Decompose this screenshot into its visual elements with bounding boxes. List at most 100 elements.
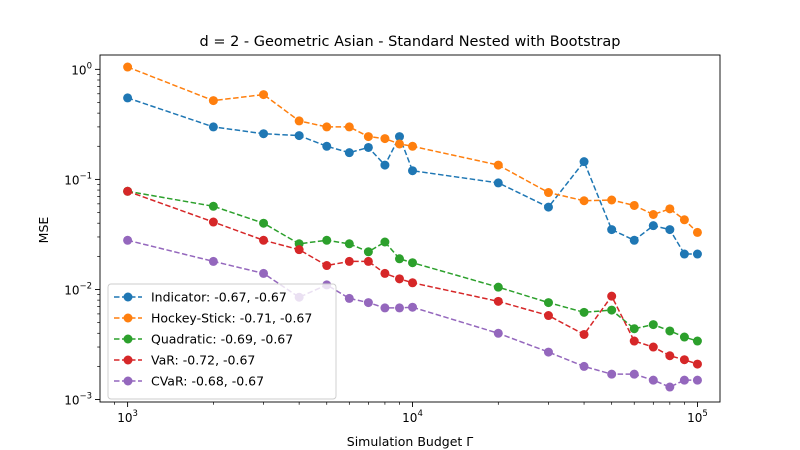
y-tick-label-0: 10−3	[64, 392, 92, 408]
data-point-2-16	[665, 326, 675, 336]
data-point-2-15	[648, 320, 658, 330]
data-point-1-16	[665, 204, 675, 214]
data-point-2-14	[629, 324, 639, 334]
data-point-1-0	[123, 62, 133, 72]
data-point-2-10	[493, 282, 503, 292]
y-tick-label-1: 10−2	[64, 281, 92, 297]
data-point-1-8	[394, 139, 404, 149]
data-point-1-7	[380, 134, 390, 144]
data-point-2-13	[607, 305, 617, 315]
data-point-3-7	[380, 268, 390, 278]
data-point-0-18	[692, 249, 702, 259]
series-3	[123, 186, 702, 369]
data-point-4-10	[493, 328, 503, 338]
legend: Indicator: -0.67, -0.67 Hockey-Stick: -0.…	[107, 283, 337, 400]
data-point-4-17	[679, 375, 689, 385]
data-point-3-15	[648, 342, 658, 352]
data-point-3-4	[322, 261, 332, 271]
data-point-1-5	[344, 122, 354, 132]
data-point-0-1	[208, 122, 218, 132]
data-point-3-16	[665, 351, 675, 361]
data-point-0-8	[394, 132, 404, 142]
x-tick-label-0: 103	[117, 409, 138, 425]
legend-marker-1	[123, 313, 133, 323]
data-point-3-2	[259, 235, 269, 245]
data-point-4-8	[394, 303, 404, 313]
data-point-4-13	[607, 369, 617, 379]
data-point-3-8	[394, 274, 404, 284]
data-point-1-18	[692, 227, 702, 237]
data-point-4-11	[543, 347, 553, 357]
data-point-0-3	[294, 131, 304, 141]
data-point-4-5	[344, 293, 354, 303]
legend-label-3: VaR: -0.72, -0.67	[151, 353, 255, 368]
data-point-2-4	[322, 235, 332, 245]
data-point-4-12	[579, 361, 589, 371]
data-point-0-5	[344, 148, 354, 158]
data-point-4-18	[692, 375, 702, 385]
legend-label-4: CVaR: -0.68, -0.67	[151, 374, 264, 389]
data-point-3-0	[123, 186, 133, 196]
data-point-0-16	[665, 225, 675, 235]
data-point-0-0	[123, 93, 133, 103]
data-point-4-16	[665, 382, 675, 392]
legend-box	[107, 283, 337, 400]
data-point-2-12	[579, 307, 589, 317]
data-point-0-12	[579, 157, 589, 167]
series-1	[123, 62, 702, 237]
data-point-3-6	[363, 256, 373, 266]
data-point-2-11	[543, 298, 553, 308]
data-point-4-6	[363, 298, 373, 308]
data-point-0-14	[629, 235, 639, 245]
axes-frame	[99, 54, 721, 403]
legend-marker-3	[123, 355, 133, 365]
data-point-3-18	[692, 359, 702, 369]
data-point-1-17	[679, 215, 689, 225]
data-point-0-11	[543, 202, 553, 212]
data-point-0-15	[648, 221, 658, 231]
data-point-2-18	[692, 336, 702, 346]
data-point-2-7	[380, 237, 390, 247]
data-point-3-1	[208, 217, 218, 227]
series-4	[123, 235, 702, 392]
data-point-2-17	[679, 332, 689, 342]
data-point-1-15	[648, 209, 658, 219]
data-point-3-3	[294, 245, 304, 255]
data-point-1-1	[208, 96, 218, 106]
data-point-1-3	[294, 116, 304, 126]
x-axis-label: Simulation Budget Γ	[347, 434, 473, 449]
data-point-0-7	[380, 160, 390, 170]
legend-marker-2	[123, 334, 133, 344]
data-point-2-6	[363, 247, 373, 257]
data-point-3-13	[607, 291, 617, 301]
data-point-0-2	[259, 129, 269, 139]
data-point-1-11	[543, 188, 553, 198]
data-point-2-5	[344, 239, 354, 249]
data-point-0-17	[679, 249, 689, 259]
data-point-4-1	[208, 256, 218, 266]
data-point-4-7	[380, 303, 390, 313]
legend-label-0: Indicator: -0.67, -0.67	[151, 290, 287, 305]
data-point-1-10	[493, 160, 503, 170]
y-axis-label: MSE	[36, 217, 51, 244]
data-point-4-14	[629, 369, 639, 379]
data-point-0-13	[607, 225, 617, 235]
y-tick-label-3: 100	[71, 61, 92, 77]
data-point-0-9	[408, 166, 418, 176]
chart-title: d = 2 - Geometric Asian - Standard Neste…	[200, 34, 621, 50]
data-point-1-6	[363, 132, 373, 142]
data-point-3-17	[679, 355, 689, 365]
data-point-2-1	[208, 201, 218, 211]
data-point-1-9	[408, 141, 418, 151]
y-tick-label-2: 10−1	[64, 171, 92, 187]
data-point-1-13	[607, 195, 617, 205]
legend-marker-0	[123, 292, 133, 302]
x-tick-label-2: 105	[687, 409, 708, 425]
x-tick-label-1: 104	[402, 409, 423, 425]
data-point-3-12	[579, 329, 589, 339]
data-point-1-14	[629, 200, 639, 210]
data-point-4-15	[648, 375, 658, 385]
series-0	[123, 93, 702, 259]
data-point-0-10	[493, 178, 503, 188]
